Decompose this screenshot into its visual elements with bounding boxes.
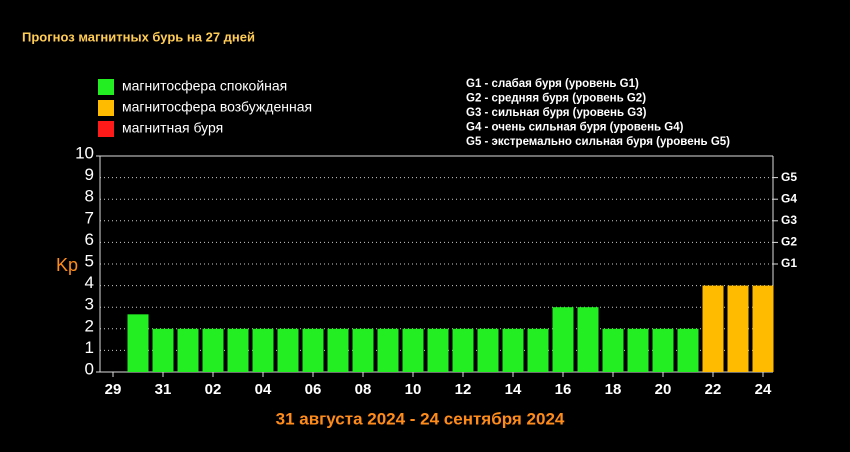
bar bbox=[377, 328, 399, 372]
bar bbox=[727, 285, 749, 372]
bar bbox=[627, 328, 649, 372]
y-tick-label: 0 bbox=[85, 359, 94, 378]
bar bbox=[327, 328, 349, 372]
g-level-note: G2 - средняя буря (уровень G2) bbox=[466, 93, 646, 105]
g-level-note: G4 - очень сильная буря (уровень G4) bbox=[466, 122, 684, 134]
y-tick-label: 1 bbox=[85, 338, 94, 357]
bar bbox=[702, 285, 724, 372]
bar bbox=[652, 328, 674, 372]
x-tick-label: 10 bbox=[405, 381, 422, 398]
y-tick-label: 6 bbox=[85, 230, 94, 249]
bar bbox=[152, 328, 174, 372]
y-tick-label: 2 bbox=[85, 316, 94, 335]
x-tick-label: 06 bbox=[305, 381, 322, 398]
y2-tick-label: G4 bbox=[781, 191, 797, 205]
y-tick-label: 4 bbox=[85, 273, 94, 292]
legend-label: магнитосфера возбужденная bbox=[122, 99, 312, 115]
bar bbox=[227, 328, 249, 372]
g-level-note: G3 - сильная буря (уровень G3) bbox=[466, 107, 647, 119]
x-axis-label: 31 августа 2024 - 24 сентября 2024 bbox=[276, 409, 565, 428]
y2-tick-label: G2 bbox=[781, 235, 797, 249]
bar bbox=[677, 328, 699, 372]
bar bbox=[177, 328, 199, 372]
x-tick-label: 14 bbox=[505, 381, 522, 398]
y2-tick-label: G1 bbox=[781, 256, 797, 270]
x-tick-label: 12 bbox=[455, 381, 472, 398]
legend-swatch bbox=[98, 79, 114, 95]
bar bbox=[602, 328, 624, 372]
x-tick-label: 20 bbox=[655, 381, 672, 398]
bar bbox=[452, 328, 474, 372]
bar bbox=[552, 307, 574, 372]
y-tick-label: 7 bbox=[85, 208, 94, 227]
x-tick-label: 29 bbox=[105, 381, 122, 398]
bar bbox=[427, 328, 449, 372]
x-tick-label: 04 bbox=[255, 381, 272, 398]
bar bbox=[277, 328, 299, 372]
bar bbox=[527, 328, 549, 372]
legend-swatch bbox=[98, 121, 114, 137]
bar bbox=[352, 328, 374, 372]
legend-swatch bbox=[98, 100, 114, 116]
x-tick-label: 16 bbox=[555, 381, 572, 398]
y-tick-label: 8 bbox=[85, 187, 94, 206]
y-axis-label: Kp bbox=[56, 255, 78, 275]
bar bbox=[402, 328, 424, 372]
x-tick-label: 02 bbox=[205, 381, 222, 398]
y-tick-label: 3 bbox=[85, 295, 94, 314]
g-level-note: G5 - экстремально сильная буря (уровень … bbox=[466, 136, 730, 148]
chart-title: Прогноз магнитных бурь на 27 дней bbox=[22, 29, 255, 44]
x-tick-label: 18 bbox=[605, 381, 622, 398]
bar bbox=[202, 328, 224, 372]
y-tick-label: 9 bbox=[85, 165, 94, 184]
bar bbox=[752, 285, 774, 372]
bar bbox=[302, 328, 324, 372]
x-tick-label: 08 bbox=[355, 381, 372, 398]
legend-label: магнитная буря bbox=[122, 120, 223, 136]
bar bbox=[252, 328, 274, 372]
bar bbox=[577, 307, 599, 372]
y2-tick-label: G5 bbox=[781, 170, 797, 184]
bar bbox=[502, 328, 524, 372]
y-tick-label: 5 bbox=[85, 251, 94, 270]
y2-tick-label: G3 bbox=[781, 213, 797, 227]
x-tick-label: 24 bbox=[755, 381, 772, 398]
bar bbox=[127, 314, 149, 372]
x-tick-label: 22 bbox=[705, 381, 722, 398]
x-tick-label: 31 bbox=[155, 381, 172, 398]
bar bbox=[477, 328, 499, 372]
y-tick-label: 10 bbox=[75, 143, 94, 162]
legend-label: магнитосфера спокойная bbox=[122, 78, 287, 94]
g-level-note: G1 - слабая буря (уровень G1) bbox=[466, 78, 639, 90]
